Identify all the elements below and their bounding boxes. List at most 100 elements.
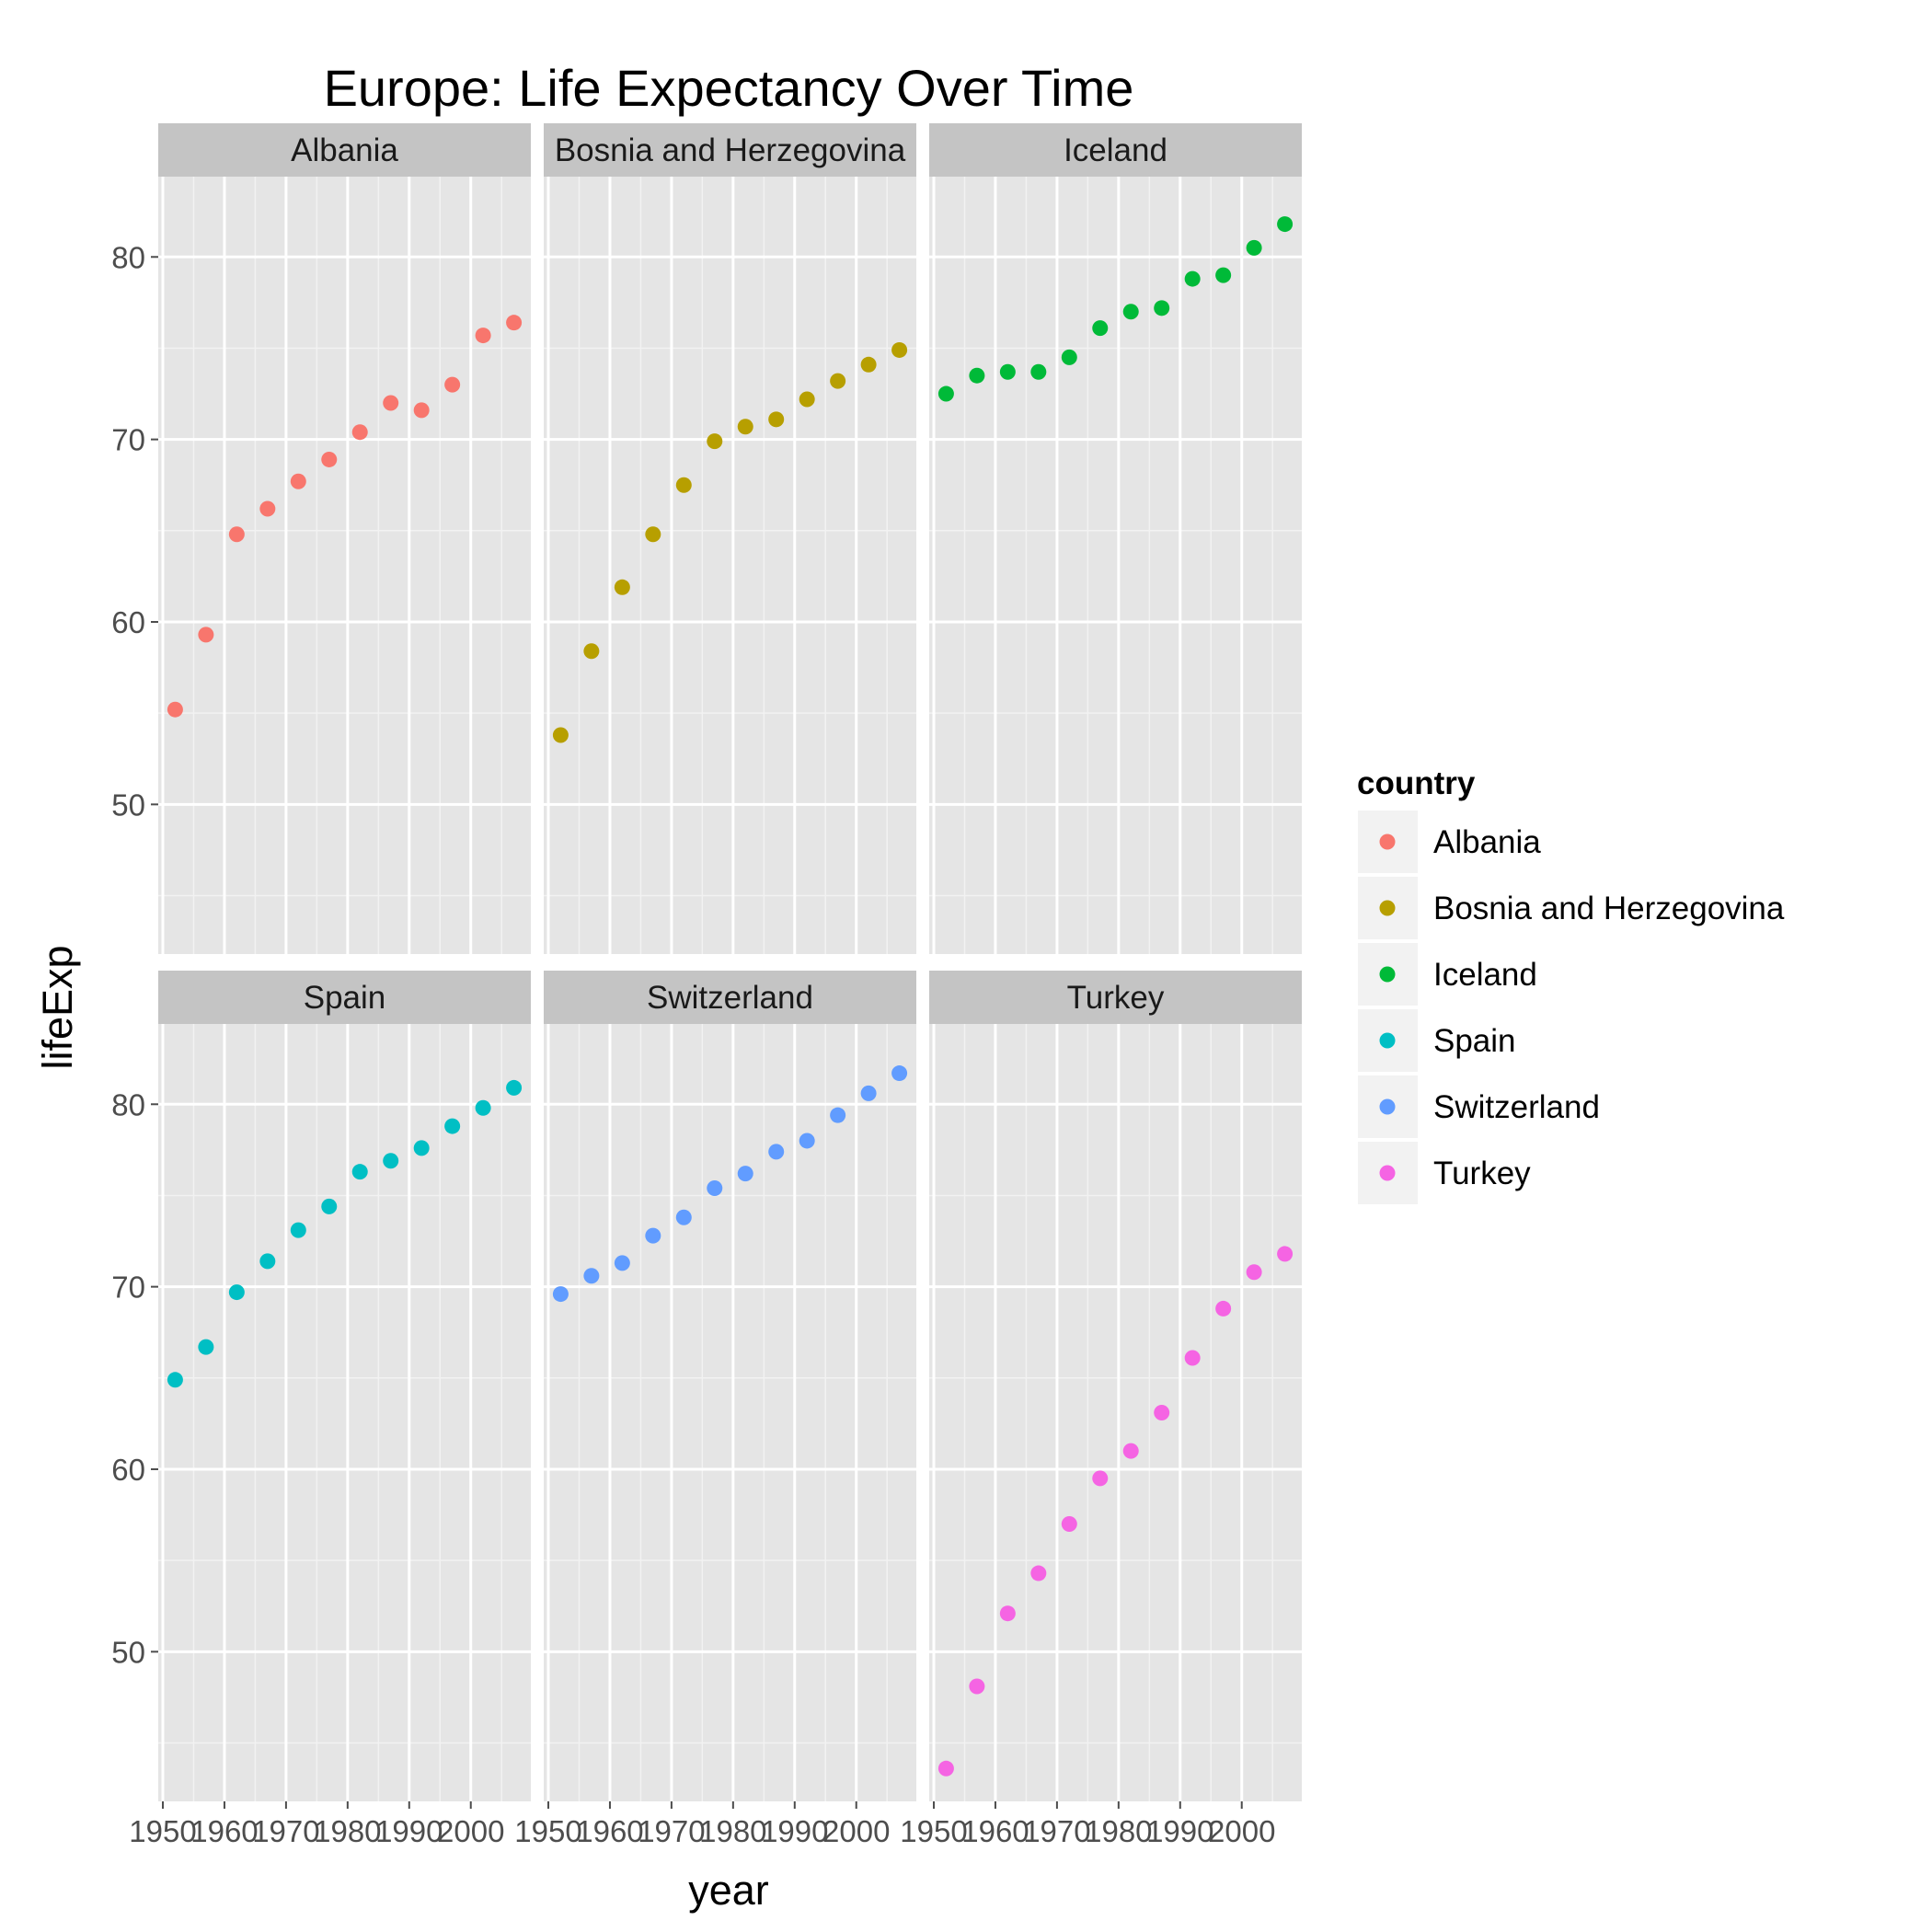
data-point	[290, 1222, 306, 1238]
data-point	[321, 451, 338, 467]
data-point	[198, 1339, 214, 1355]
legend-item: Iceland	[1356, 941, 1537, 1007]
data-point	[167, 1372, 183, 1388]
legend-item: Albania	[1356, 809, 1541, 875]
facet-panel: Iceland	[929, 123, 1302, 954]
data-point	[969, 367, 985, 384]
facet-strip-label: Switzerland	[647, 980, 813, 1016]
facet-strip	[929, 123, 1302, 177]
data-point	[259, 500, 276, 517]
data-point	[383, 395, 399, 411]
x-tick-label: 1970	[638, 1814, 705, 1848]
x-axis-title: year	[688, 1867, 769, 1914]
facet-strip-label: Iceland	[1064, 132, 1167, 168]
legend-label: Albania	[1433, 824, 1541, 860]
x-tick-label: 2000	[437, 1814, 504, 1848]
data-point	[860, 1085, 877, 1101]
data-point	[475, 328, 491, 344]
y-axis-title: lifeExp	[34, 945, 81, 1069]
data-point	[583, 1268, 600, 1284]
data-point	[707, 433, 723, 450]
facet-panel: Bosnia and Herzegovina	[544, 123, 916, 954]
legend-marker	[1379, 1098, 1396, 1115]
y-tick-label: 60	[111, 1453, 145, 1487]
data-point	[475, 1099, 491, 1116]
y-tick-label: 60	[111, 605, 145, 639]
x-tick-label: 1980	[1085, 1814, 1152, 1848]
data-point	[228, 526, 245, 543]
data-point	[768, 411, 785, 428]
data-point	[1061, 1515, 1077, 1532]
data-point	[1277, 1246, 1294, 1262]
data-point	[645, 526, 661, 543]
data-point	[413, 402, 430, 419]
facet-strip	[158, 971, 531, 1024]
data-point	[228, 1284, 245, 1301]
data-point	[768, 1144, 785, 1160]
data-point	[614, 579, 630, 595]
data-point	[675, 477, 692, 493]
y-tick-label: 70	[111, 1271, 145, 1305]
facet-strip-label: Bosnia and Herzegovina	[555, 132, 906, 168]
legend-label: Bosnia and Herzegovina	[1433, 891, 1785, 926]
data-point	[645, 1227, 661, 1244]
legend-key	[1356, 1074, 1420, 1140]
data-point	[1030, 363, 1047, 380]
y-tick-label: 80	[111, 240, 145, 274]
data-point	[1092, 320, 1109, 337]
panel-background	[158, 1024, 531, 1801]
x-tick-label: 1950	[900, 1814, 967, 1848]
data-point	[1030, 1565, 1047, 1581]
x-tick-label: 1950	[514, 1814, 581, 1848]
legend-key	[1356, 1140, 1420, 1206]
panel-background	[929, 1024, 1302, 1801]
data-point	[552, 727, 569, 743]
data-point	[1184, 270, 1201, 287]
legend-title: country	[1357, 765, 1476, 801]
facet-strip	[544, 971, 916, 1024]
facet-strip	[544, 123, 916, 177]
data-point	[321, 1198, 338, 1214]
data-point	[614, 1255, 630, 1271]
data-point	[167, 701, 183, 718]
legend-marker	[1379, 1165, 1396, 1181]
facet-strip	[158, 123, 531, 177]
x-tick-label: 2000	[1208, 1814, 1275, 1848]
data-point	[506, 315, 523, 331]
data-point	[1246, 1264, 1262, 1281]
legend-key	[1356, 1007, 1420, 1074]
panel-background	[158, 177, 531, 954]
data-point	[937, 385, 954, 402]
data-point	[444, 376, 461, 393]
data-point	[1184, 1350, 1201, 1366]
x-tick-label: 1990	[1146, 1814, 1213, 1848]
data-point	[969, 1678, 985, 1695]
data-point	[799, 1133, 815, 1149]
data-point	[707, 1180, 723, 1197]
panel-background	[544, 1024, 916, 1801]
data-point	[830, 1107, 846, 1123]
data-point	[351, 1164, 368, 1180]
legend-marker	[1379, 900, 1396, 916]
x-tick-label: 1990	[761, 1814, 828, 1848]
data-point	[737, 419, 753, 435]
y-tick-label: 50	[111, 788, 145, 822]
x-tick-label: 2000	[822, 1814, 890, 1848]
chart-title: Europe: Life Expectancy Over Time	[324, 59, 1134, 117]
data-point	[444, 1118, 461, 1134]
data-point	[198, 627, 214, 643]
facet-strip-label: Spain	[304, 980, 386, 1016]
legend-marker	[1379, 834, 1396, 850]
legend-label: Switzerland	[1433, 1089, 1600, 1125]
x-tick-label: 1990	[375, 1814, 443, 1848]
data-point	[1277, 216, 1294, 233]
data-point	[860, 356, 877, 373]
x-tick-label: 1970	[252, 1814, 319, 1848]
x-tick-label: 1960	[576, 1814, 643, 1848]
data-point	[1154, 1405, 1170, 1420]
facet-panels: Albania 50 60 70 80 Bosnia and Herzegovina Ice…	[111, 123, 1302, 1848]
data-point	[1215, 267, 1232, 283]
